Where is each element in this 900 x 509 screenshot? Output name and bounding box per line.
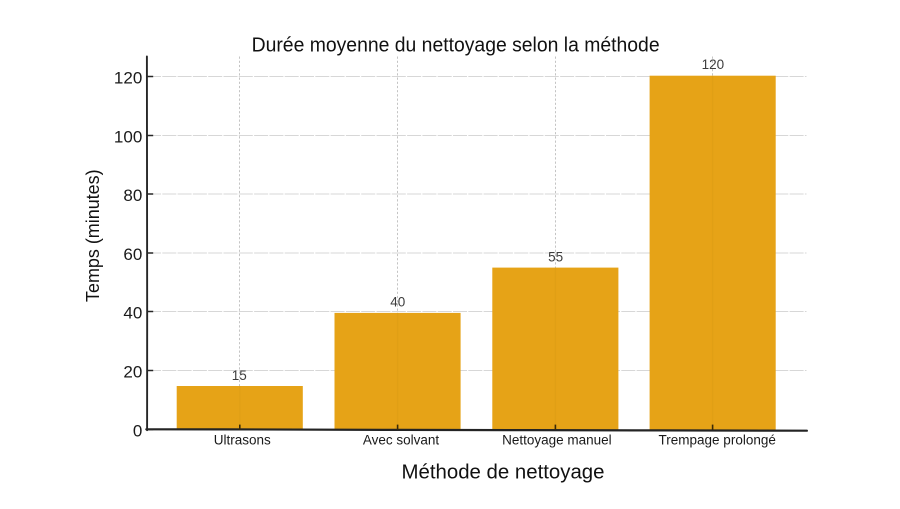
svg-text:20: 20 <box>123 363 142 382</box>
svg-text:Durée moyenne du nettoyage sel: Durée moyenne du nettoyage selon la méth… <box>252 35 660 57</box>
svg-text:40: 40 <box>390 294 405 309</box>
svg-text:120: 120 <box>702 57 725 72</box>
svg-text:100: 100 <box>114 128 142 147</box>
svg-text:60: 60 <box>123 245 142 264</box>
svg-text:15: 15 <box>232 368 247 383</box>
svg-text:Ultrasons: Ultrasons <box>214 432 271 447</box>
svg-text:40: 40 <box>123 304 142 323</box>
svg-text:Méthode de nettoyage: Méthode de nettoyage <box>402 461 605 484</box>
svg-text:Temps (minutes): Temps (minutes) <box>83 169 103 302</box>
svg-text:0: 0 <box>133 422 142 441</box>
svg-text:120: 120 <box>114 69 142 88</box>
svg-text:Nettoyage manuel: Nettoyage manuel <box>502 432 612 447</box>
svg-text:Trempage prolongé: Trempage prolongé <box>659 432 776 447</box>
svg-text:Avec solvant: Avec solvant <box>363 432 440 447</box>
svg-text:55: 55 <box>548 250 563 265</box>
svg-text:80: 80 <box>123 186 142 205</box>
